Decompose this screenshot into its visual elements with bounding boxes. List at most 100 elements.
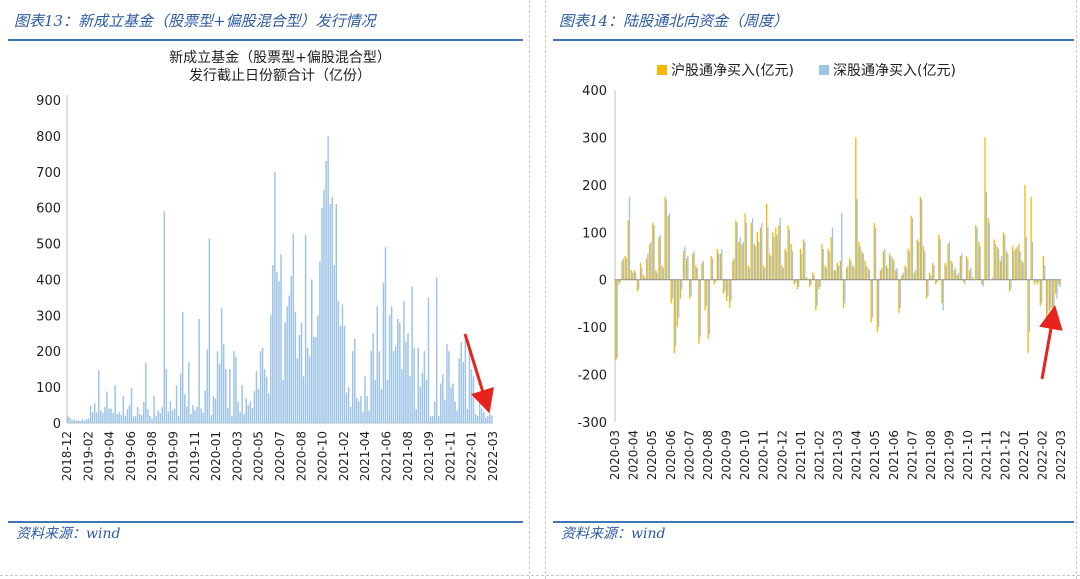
bar-sh [649, 244, 651, 280]
bar [106, 391, 108, 423]
bar-sz [794, 279, 797, 283]
bar-sz [804, 241, 806, 280]
bar-sh [676, 279, 679, 328]
bar-sz [681, 279, 683, 290]
bar [272, 265, 274, 423]
bar [364, 376, 366, 423]
bar-sh [907, 248, 909, 280]
bar [466, 408, 469, 423]
right-bottom-rule [553, 521, 1074, 523]
bar-sh [1024, 184, 1026, 280]
bar-sz [650, 241, 652, 280]
bar [81, 419, 84, 423]
bar [403, 300, 405, 423]
bar [69, 417, 71, 423]
x-tick-label: 2021-11 [980, 430, 994, 480]
bar [286, 306, 288, 423]
bar [206, 349, 209, 423]
bar [315, 336, 317, 423]
bar [173, 408, 176, 423]
bar [274, 171, 276, 423]
bar [435, 277, 438, 423]
bar [356, 397, 358, 423]
bar-sz [856, 199, 858, 280]
bar-sz [865, 265, 867, 280]
bar [327, 135, 329, 423]
left-source-value: wind [86, 526, 121, 542]
bar-sz [758, 241, 760, 280]
bar-sh [892, 258, 894, 280]
bar [259, 351, 262, 423]
bar [302, 376, 305, 423]
bar-sz [1010, 279, 1012, 290]
bar [374, 379, 376, 423]
bar [339, 326, 342, 423]
bar-sh [639, 263, 642, 280]
bar-sz [1022, 263, 1024, 280]
bar-sz [890, 256, 892, 280]
bar-sz [647, 253, 649, 280]
panel-separator-edge [1076, 0, 1077, 579]
bar-sh [978, 241, 980, 280]
bar [245, 397, 247, 423]
bar-sz [785, 251, 788, 280]
bar-sh [839, 260, 842, 280]
bar-sz [982, 279, 984, 287]
bar-sz [714, 279, 717, 283]
bar-sh [824, 265, 826, 280]
bar [337, 300, 340, 423]
bar [184, 394, 186, 423]
bar-sz [841, 213, 843, 280]
bar-sh [885, 265, 888, 280]
bar-sz [1059, 279, 1061, 287]
bar-sz [690, 279, 692, 297]
bar [448, 351, 450, 423]
bar-sz [1037, 279, 1040, 283]
bar [175, 385, 178, 423]
panel-separator-bottom [0, 575, 1080, 576]
bar-sh [968, 270, 971, 280]
bar [233, 351, 235, 423]
bar [167, 411, 170, 423]
bar-sh [910, 215, 912, 280]
right-figure-panel: 图表14：陆股通北向资金（周度） 沪股通净买入(亿元) 深股通净买入(亿元) -30… [545, 0, 1080, 579]
bar-sh [947, 244, 949, 280]
x-tick-label: 2021-07 [905, 430, 919, 480]
bar-sz [1007, 253, 1009, 280]
bar [491, 415, 493, 423]
bar-sz [917, 241, 920, 280]
bar-sh [981, 279, 983, 285]
bar-sh [692, 253, 694, 280]
bar [126, 409, 129, 423]
bar [323, 189, 325, 423]
bar [216, 351, 219, 423]
bar-sh [750, 222, 752, 280]
bar-sz [844, 279, 846, 304]
bar-sz [991, 277, 994, 280]
bar-sh [762, 265, 765, 280]
bar-sh [655, 270, 657, 280]
bar [366, 396, 368, 423]
bar-sz [702, 260, 704, 280]
panel-separator-right [545, 0, 546, 579]
x-tick-label: 2021-10 [961, 430, 975, 480]
bar-sz [902, 272, 904, 280]
bar [423, 351, 426, 423]
bar [427, 297, 430, 423]
bar-sz [751, 218, 754, 280]
bar [98, 369, 100, 423]
bar [478, 396, 481, 423]
annotation-arrow [463, 333, 494, 414]
bar-sz [699, 279, 701, 337]
bar-sh [759, 227, 762, 280]
bar [421, 372, 424, 423]
bar-sh [913, 272, 915, 280]
bar [145, 362, 147, 423]
x-tick-label: 2021-08 [924, 430, 938, 480]
bar [138, 414, 141, 423]
bar-sh [630, 270, 632, 280]
bar-sz [964, 279, 966, 285]
bar-sz [994, 244, 997, 280]
bar-sz [997, 248, 1000, 280]
bar-sh [901, 274, 903, 280]
